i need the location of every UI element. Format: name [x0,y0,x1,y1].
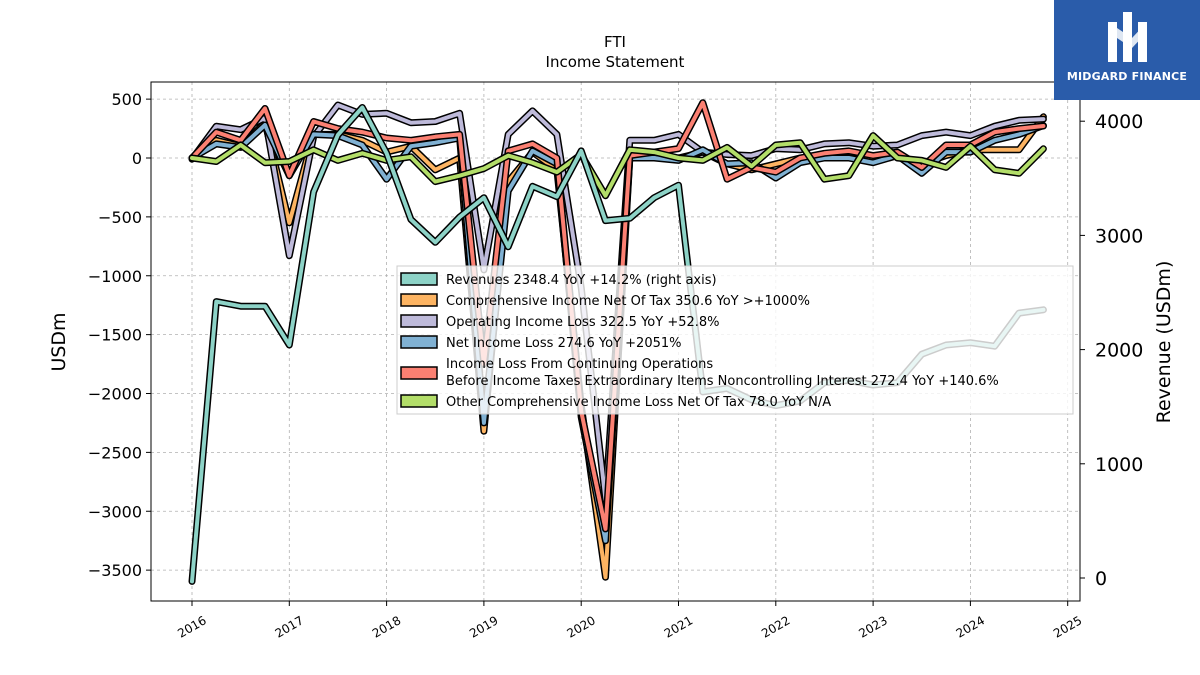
y-right-tick-label: 0 [1095,568,1107,590]
left-axis-ticks: 500 0 −500 −1000 −1500 −2000 −2500 −3000 −3500 [88,90,151,580]
legend-swatch-pretax-income [400,366,438,380]
y-axis-label-right: Revenue (USDm) [1153,261,1175,424]
legend-item-other-comprehensive: Other Comprehensive Income Loss Net Of T… [400,394,831,410]
legend-item-net-income: Net Income Loss 274.6 YoY +2051% [400,335,682,351]
legend-swatch-revenues [400,272,438,286]
y-tick-label: −3500 [88,561,142,580]
y-right-tick-label: 1000 [1095,454,1143,476]
brand-mark-icon [1108,12,1147,62]
y-tick-label: 0 [132,149,142,168]
legend-item-comprehensive-income: Comprehensive Income Net Of Tax 350.6 Yo… [400,293,810,309]
y-tick-label: −500 [98,208,142,227]
legend-swatch-operating-income [400,314,438,328]
legend-label-comprehensive-income: Comprehensive Income Net Of Tax 350.6 Yo… [446,294,810,309]
chart-subtitle: Income Statement [546,53,685,71]
chart-title: FTI [604,33,626,51]
legend-box [396,265,1074,415]
brand-name: MIDGARD FINANCE [1066,70,1188,83]
y-axis-label-left: USDm [48,312,70,371]
legend-swatch-comprehensive-income [400,293,438,307]
legend-label-other-comprehensive: Other Comprehensive Income Loss Net Of T… [446,395,831,410]
plot-frame [150,81,1081,602]
legend-label-revenues: Revenues 2348.4 YoY +14.2% (right axis) [446,273,717,288]
legend-label-operating-income: Operating Income Loss 322.5 YoY +52.8% [446,315,720,330]
brand-logo: MIDGARD FINANCE [1054,0,1200,100]
series-line-other-comprehensive-income-loss-net-of-t [190,133,1046,198]
legend-label-net-income: Net Income Loss 274.6 YoY +2051% [446,336,682,351]
legend-label-pretax-income-line2: Before Income Taxes Extraordinary Items … [446,374,999,389]
legend-item-operating-income: Operating Income Loss 322.5 YoY +52.8% [400,314,720,330]
y-tick-label: −2500 [88,443,142,462]
legend-item-pretax-income: Income Loss From Continuing Operations B… [400,357,999,389]
legend-item-revenues: Revenues 2348.4 YoY +14.2% (right axis) [400,272,717,288]
legend-swatch-net-income [400,335,438,349]
legend: Revenues 2348.4 YoY +14.2% (right axis) … [396,265,1074,415]
y-tick-label: −3000 [88,502,142,521]
y-tick-label: −1500 [88,326,142,345]
y-right-tick-label: 4000 [1095,111,1143,133]
legend-swatch-other-comprehensive [400,394,438,408]
y-right-tick-label: 3000 [1095,225,1143,247]
y-right-tick-label: 2000 [1095,340,1143,362]
y-tick-label: −2000 [88,385,142,404]
legend-label-pretax-income-line1: Income Loss From Continuing Operations [446,357,713,372]
right-axis-ticks: 4000 3000 2000 1000 0 [1080,111,1143,590]
y-tick-label: −1000 [88,267,142,286]
y-tick-label: 500 [111,90,142,109]
